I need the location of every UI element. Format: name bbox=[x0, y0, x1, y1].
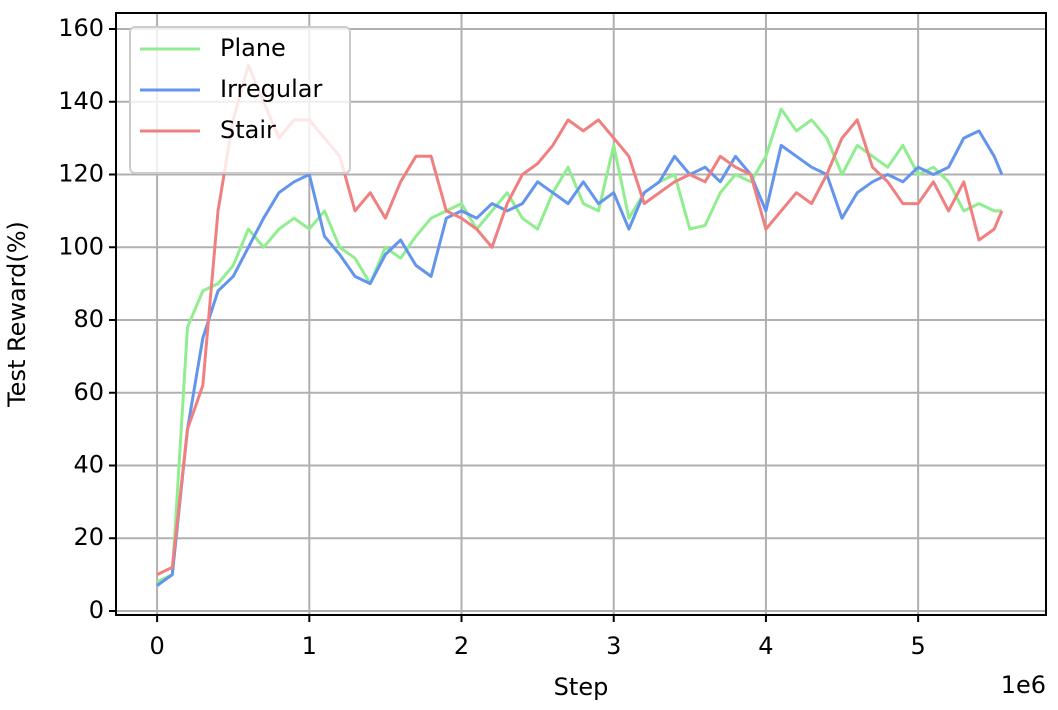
x-axis-label: Step bbox=[554, 673, 609, 701]
legend-label: Stair bbox=[220, 116, 276, 144]
x-tick-label: 2 bbox=[454, 632, 469, 660]
x-tick-label: 3 bbox=[606, 632, 621, 660]
y-tick-label: 20 bbox=[73, 523, 104, 551]
y-tick-label: 40 bbox=[73, 451, 104, 479]
y-axis-label: Test Reward(%) bbox=[3, 221, 31, 408]
x-tick-label: 4 bbox=[758, 632, 773, 660]
plot-frame bbox=[115, 12, 1047, 616]
y-tick-label: 140 bbox=[58, 87, 104, 115]
y-tick-label: 160 bbox=[58, 14, 104, 42]
y-tick-label: 100 bbox=[58, 232, 104, 260]
y-tick-label: 120 bbox=[58, 160, 104, 188]
legend-label: Irregular bbox=[220, 75, 322, 103]
x-tick-label: 1 bbox=[302, 632, 317, 660]
y-tick-label: 60 bbox=[73, 378, 104, 406]
y-tick-label: 80 bbox=[73, 305, 104, 333]
y-tick-label: 0 bbox=[89, 596, 104, 624]
legend-label: Plane bbox=[220, 34, 286, 62]
x-tick-label: 5 bbox=[911, 632, 926, 660]
x-offset-label: 1e6 bbox=[1001, 671, 1046, 699]
line-series bbox=[156, 129, 1004, 587]
legend-box bbox=[129, 26, 351, 174]
x-tick-label: 0 bbox=[149, 632, 164, 660]
